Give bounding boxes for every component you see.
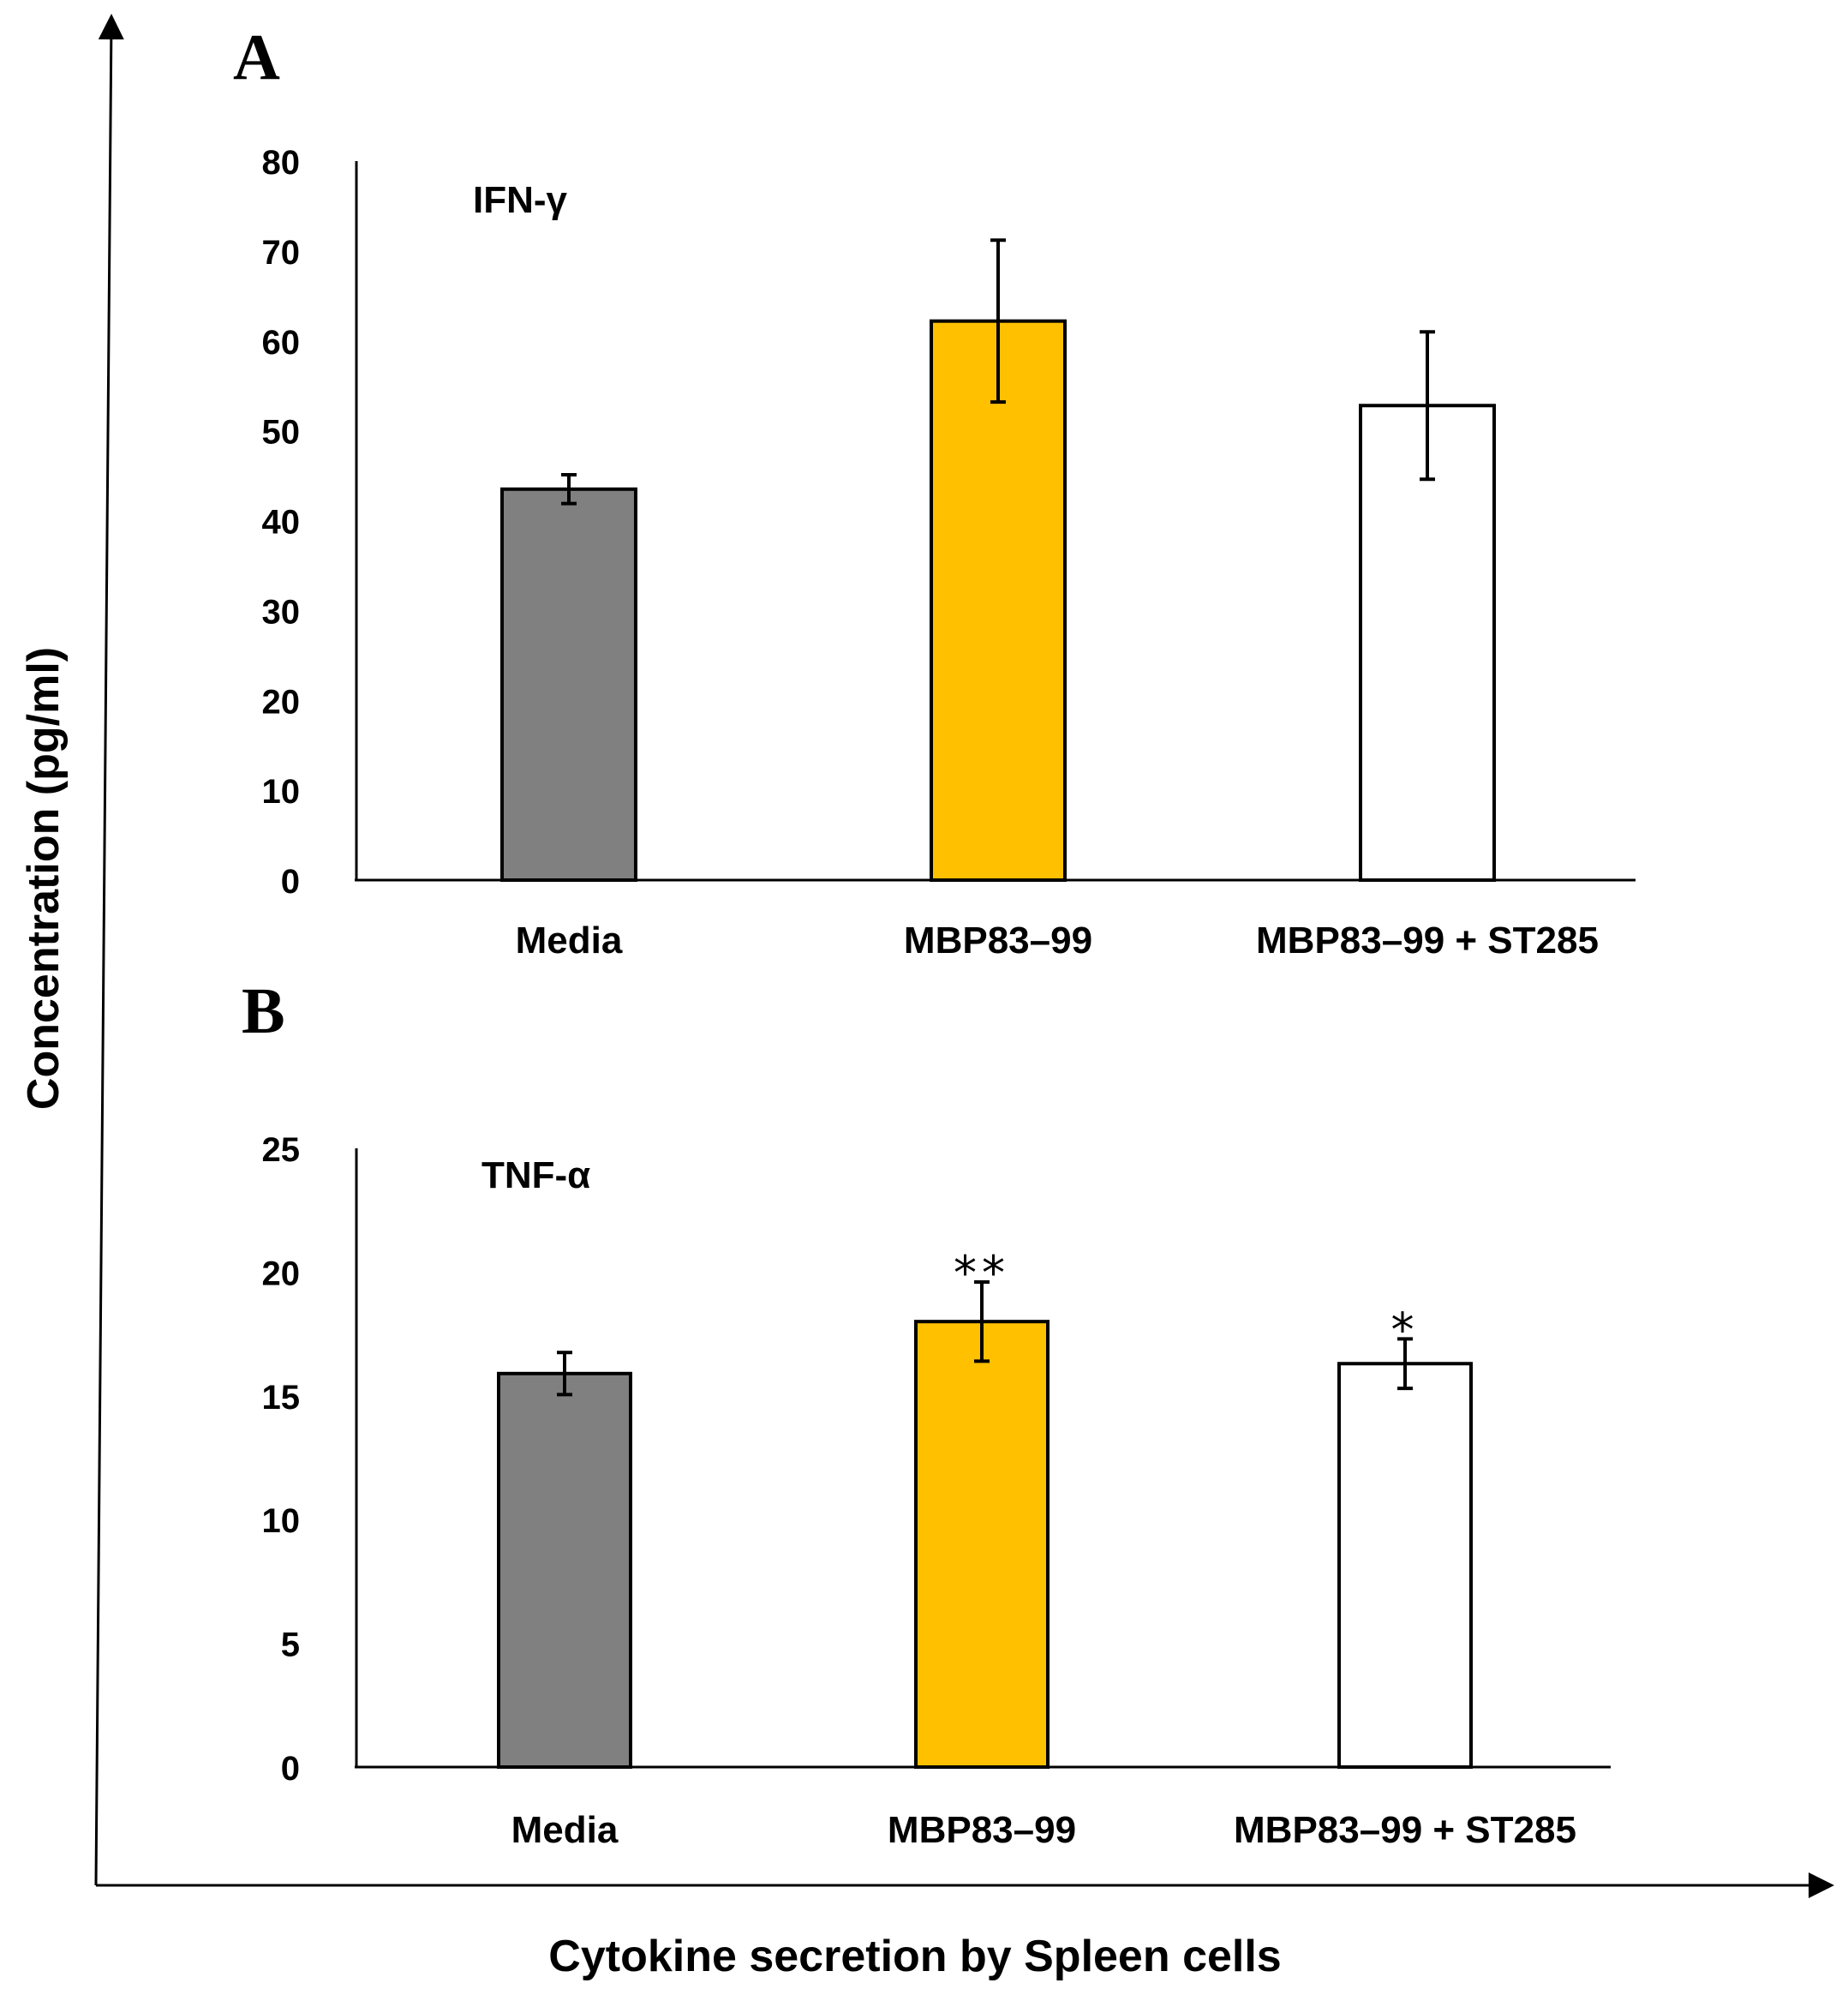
panel-a-y-tick-30: 30 xyxy=(262,593,301,631)
panel-b-significance-2: ** xyxy=(954,1246,1010,1300)
panel-a-y-tick-0: 0 xyxy=(281,863,300,901)
panel-b-category-1: Media xyxy=(511,1809,619,1851)
panel-a-category-2: MBP83–99 xyxy=(904,920,1092,962)
panel-b-bar-2 xyxy=(914,1320,1050,1770)
panel-a-bars xyxy=(500,238,1496,882)
panel-a-y-tick-labels: 0 10 20 30 40 50 60 70 80 xyxy=(262,144,301,901)
panel-a-bar-3 xyxy=(1359,404,1496,882)
panel-a-y-tick-20: 20 xyxy=(262,683,301,721)
panel-a-error-bar-3 xyxy=(1420,330,1435,482)
panel-b-bar-3 xyxy=(1337,1362,1473,1769)
panel-a-category-labels: Media MBP83–99 MBP83–99 + ST285 xyxy=(516,920,1599,962)
panel-b-y-tick-0: 0 xyxy=(281,1750,300,1788)
panel-b-bars: *** xyxy=(497,1246,1473,1770)
panel-a-bar-1 xyxy=(500,487,637,882)
panel-a-letter: A xyxy=(233,21,280,93)
outer-x-label: Cytokine secretion by Spleen cells xyxy=(548,1932,1281,1981)
outer-y-axis-arrow xyxy=(94,14,124,1886)
outer-y-label: Concentration (pg/ml) xyxy=(19,647,69,1110)
panel-b-y-tick-10: 10 xyxy=(262,1502,301,1540)
panel-a-y-tick-60: 60 xyxy=(262,324,301,362)
panel-a-y-tick-70: 70 xyxy=(262,234,301,272)
panel-b-y-tick-5: 5 xyxy=(281,1627,300,1664)
panel-b-y-tick-15: 15 xyxy=(262,1379,301,1417)
panel-a-category-1: Media xyxy=(516,920,623,962)
panel-a-title: IFN-γ xyxy=(473,179,568,221)
panel-b-y-tick-labels: 0 5 10 15 20 25 xyxy=(262,1131,301,1788)
panel-b-y-tick-20: 20 xyxy=(262,1255,301,1292)
panel-b-error-bar-1 xyxy=(557,1351,572,1397)
panel-b-y-tick-25: 25 xyxy=(262,1131,301,1169)
panel-b-error-bar-2 xyxy=(974,1279,990,1363)
panel-a-y-tick-10: 10 xyxy=(262,773,301,811)
panel-b-category-2: MBP83–99 xyxy=(888,1809,1076,1851)
panel-b-category-labels: Media MBP83–99 MBP83–99 + ST285 xyxy=(511,1809,1576,1851)
panel-a-bar-2 xyxy=(930,319,1067,882)
panel-b-bar-1 xyxy=(497,1371,632,1769)
panel-a-error-bar-1 xyxy=(561,473,577,506)
panel-a-ifn-gamma-chart: IFN-γ 0 10 20 30 40 50 60 70 80 Media MBP83–99 MBP… xyxy=(262,144,1636,962)
panel-a-y-tick-80: 80 xyxy=(262,144,301,182)
panel-b-error-bar-3 xyxy=(1397,1337,1413,1391)
panel-a-category-3: MBP83–99 + ST285 xyxy=(1256,920,1599,962)
panel-a-y-tick-50: 50 xyxy=(262,414,301,452)
panel-b-title: TNF-α xyxy=(481,1154,590,1196)
panel-a-error-bar-2 xyxy=(990,238,1006,404)
panel-b-letter: B xyxy=(242,975,285,1047)
panel-b-category-3: MBP83–99 + ST285 xyxy=(1234,1809,1576,1851)
panel-a-y-tick-40: 40 xyxy=(262,504,301,542)
panel-b-significance-3: * xyxy=(1391,1303,1420,1357)
